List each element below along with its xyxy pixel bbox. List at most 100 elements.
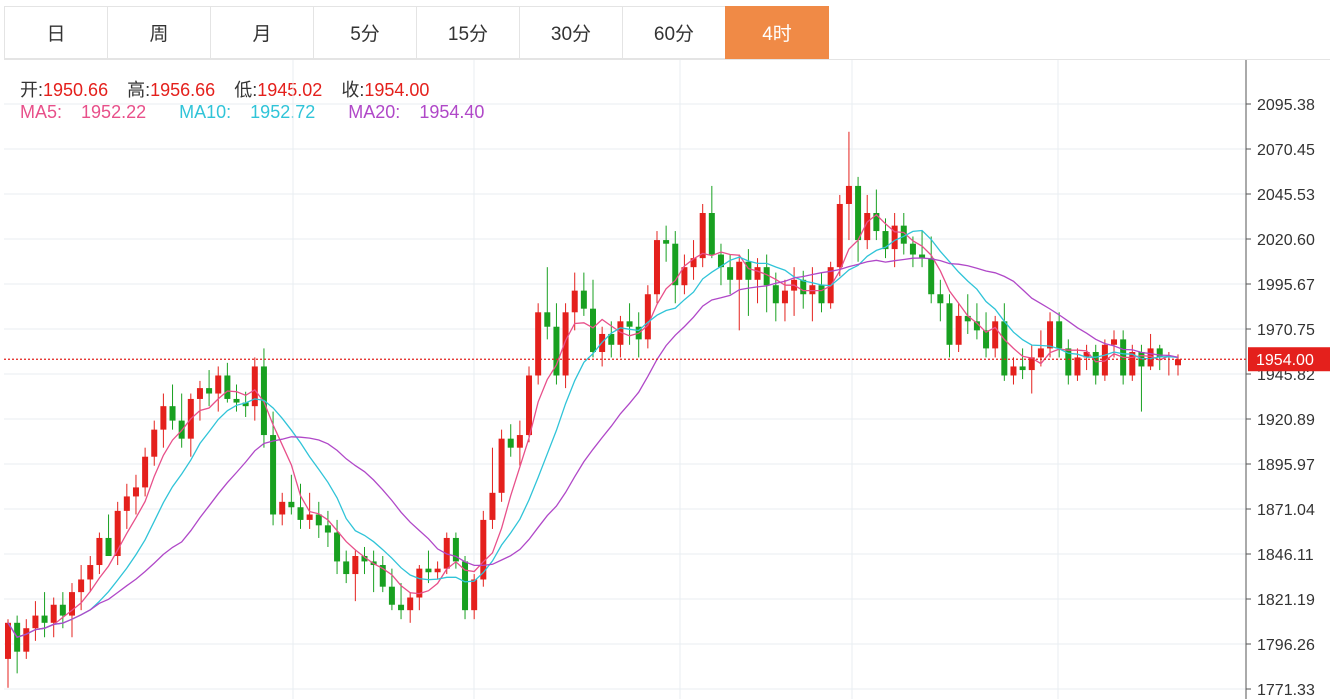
candle-body xyxy=(425,568,432,573)
ma5-value: 1952.22 xyxy=(81,102,147,122)
candle-body xyxy=(973,321,980,331)
candle-body xyxy=(23,628,30,652)
ma20-value: 1954.40 xyxy=(419,102,485,122)
ma10-value: 1952.72 xyxy=(250,102,316,122)
candle-body xyxy=(379,565,386,587)
candle-body xyxy=(96,537,103,566)
candle-body xyxy=(242,402,249,407)
tabs-divider xyxy=(4,59,1330,60)
candle-body xyxy=(1129,352,1136,376)
candle-body xyxy=(535,312,542,376)
candle-body xyxy=(699,213,706,259)
candle-body xyxy=(1092,352,1099,376)
candle-body xyxy=(717,254,724,268)
high-value: 1956.66 xyxy=(150,80,216,100)
candle-body xyxy=(489,492,496,520)
candle-body xyxy=(571,290,578,313)
ma20-line xyxy=(7,257,1179,638)
ma20-readout: MA20: 1954.40 xyxy=(348,102,498,122)
tab-1[interactable]: 周 xyxy=(107,6,211,59)
candle-body xyxy=(526,375,533,436)
candle-body xyxy=(836,203,843,268)
candle-body xyxy=(343,561,350,575)
candle-body xyxy=(781,290,788,304)
y-tick-label: 2095.38 xyxy=(1257,97,1315,114)
close-value: 1954.00 xyxy=(364,80,430,100)
candle-body xyxy=(937,294,944,304)
candle-body xyxy=(507,438,514,448)
candle-body xyxy=(763,267,770,286)
tab-7[interactable]: 4时 xyxy=(725,6,829,59)
candle-body xyxy=(398,604,405,611)
candle-body xyxy=(297,507,304,520)
candle-body xyxy=(324,525,331,533)
ma10-readout: MA10: 1952.72 xyxy=(179,102,329,122)
candle-body xyxy=(809,285,816,295)
candle-body xyxy=(123,496,130,511)
y-tick-label: 1871.04 xyxy=(1257,502,1315,519)
ma5-readout: MA5: 1952.22 xyxy=(20,102,160,122)
candle-body xyxy=(644,294,651,340)
candle-body xyxy=(955,315,962,345)
candle-body xyxy=(653,240,660,295)
current-price-tag xyxy=(1248,347,1330,372)
low-value: 1945.02 xyxy=(257,80,323,100)
candle-body xyxy=(196,388,203,399)
candle-body xyxy=(590,308,596,353)
candle-body xyxy=(882,231,889,250)
tab-4[interactable]: 15分 xyxy=(416,6,520,59)
candle-body xyxy=(553,326,560,376)
candle-body xyxy=(946,303,953,345)
candle-body xyxy=(1083,352,1090,358)
tab-2[interactable]: 月 xyxy=(210,6,314,59)
candle-body xyxy=(361,556,368,562)
candle-body xyxy=(864,213,871,241)
y-tick-label: 1970.75 xyxy=(1257,322,1315,339)
low-label: 低: xyxy=(234,80,258,100)
candle-body xyxy=(41,615,48,623)
candle-body xyxy=(105,537,112,557)
candle-body xyxy=(1101,344,1108,376)
candle-body xyxy=(434,568,441,573)
tab-0[interactable]: 日 xyxy=(4,6,108,59)
candle-body xyxy=(132,487,139,497)
close-label: 收: xyxy=(341,80,365,100)
candle-body xyxy=(215,375,222,394)
candle-body xyxy=(279,501,286,515)
candle-body xyxy=(288,501,295,508)
candle-body xyxy=(580,290,587,309)
candle-body xyxy=(1175,359,1181,366)
candle-body xyxy=(78,579,85,593)
candle-body xyxy=(169,406,176,421)
candle-body xyxy=(964,315,971,322)
y-tick-label: 1796.26 xyxy=(1257,637,1315,654)
candle-body xyxy=(416,568,423,598)
candle-body xyxy=(1065,348,1072,376)
candle-body xyxy=(233,398,240,403)
tab-3[interactable]: 5分 xyxy=(313,6,417,59)
candle-body xyxy=(68,592,75,616)
candle-body xyxy=(1001,321,1008,376)
y-tick-label: 1920.89 xyxy=(1257,412,1315,429)
candle-body xyxy=(388,586,395,605)
ma10-label: MA10: xyxy=(179,102,232,122)
candle-body xyxy=(818,285,825,304)
candle-body xyxy=(608,333,615,345)
candle-body xyxy=(736,261,743,280)
period-tabs: 日周月 5分 15分 30分 60分 4时 xyxy=(4,6,829,60)
y-tick-label: 1771.33 xyxy=(1257,682,1315,699)
candle-body xyxy=(909,243,916,255)
tab-5[interactable]: 30分 xyxy=(519,6,623,59)
candle-body xyxy=(562,312,569,376)
candle-body xyxy=(1047,321,1054,349)
ma5-line xyxy=(7,213,1179,638)
ma10-line xyxy=(7,229,1179,638)
candle-body xyxy=(708,213,715,255)
open-label: 开: xyxy=(20,80,44,100)
candle-body xyxy=(672,243,679,286)
y-tick-label: 1846.11 xyxy=(1257,547,1314,564)
candle-body xyxy=(471,579,478,611)
candle-body xyxy=(32,615,39,629)
tab-6[interactable]: 60分 xyxy=(622,6,726,59)
